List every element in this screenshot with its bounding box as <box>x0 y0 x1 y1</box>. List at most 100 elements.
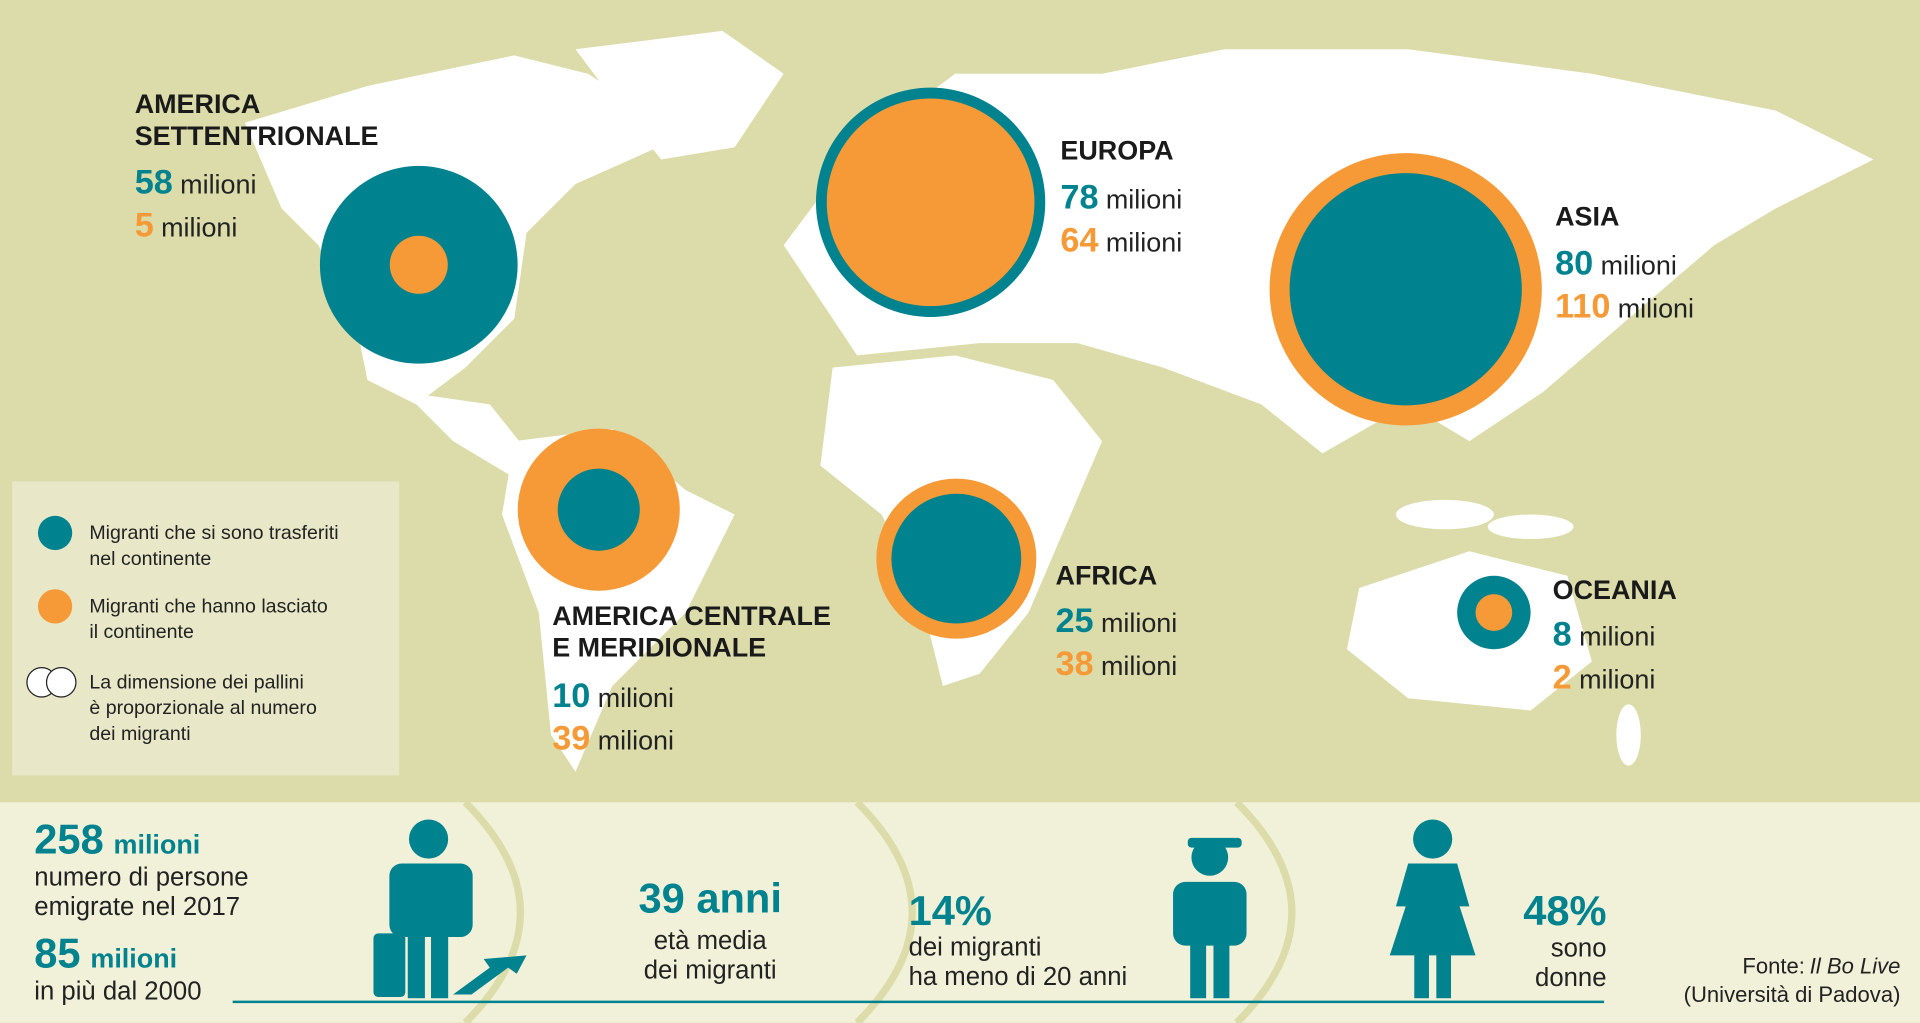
stat-number: 14% <box>909 887 992 934</box>
bubble-in <box>557 468 640 551</box>
region-value: 110 milioni <box>1555 287 1694 325</box>
legend-line: Migranti che hanno lasciato <box>89 596 327 618</box>
region-value: 58 milioni <box>135 164 257 202</box>
region-value: 64 milioni <box>1060 221 1182 259</box>
value-unit: milioni <box>161 213 237 243</box>
value-number: 25 <box>1056 602 1094 640</box>
stats-band: 258 milioni numero di persone emigrate nel… <box>0 799 1920 1023</box>
region-value: 38 milioni <box>1056 645 1178 683</box>
stat-line: età media <box>654 927 768 955</box>
bubble-out <box>826 98 1035 307</box>
value-unit: milioni <box>598 726 674 756</box>
value-number: 2 <box>1553 658 1572 696</box>
stat-text: sono donne <box>1535 935 1606 992</box>
legend-line: il continente <box>89 621 194 643</box>
bubble-out <box>1475 594 1513 631</box>
value-unit: milioni <box>1101 651 1177 681</box>
value-unit: milioni <box>1618 293 1694 323</box>
stat-unit: milioni <box>90 944 177 974</box>
value-unit: milioni <box>598 683 674 713</box>
value-unit: milioni <box>1106 184 1182 214</box>
value-number: 8 <box>1553 616 1572 654</box>
value-number: 38 <box>1056 645 1094 683</box>
legend-size-icon <box>45 667 77 698</box>
legend-label: La dimensione dei pallini è proporzionale… <box>89 671 317 744</box>
bubbles <box>319 87 1542 650</box>
region-value: 8 milioni <box>1553 616 1656 654</box>
legend-box <box>12 481 400 776</box>
value-unit: milioni <box>180 170 256 200</box>
source-name: Il Bo Live <box>1810 954 1901 979</box>
band-divider <box>462 799 1296 1023</box>
legend-label: Migranti che si sono trasferiti nel conti… <box>89 522 338 570</box>
region-name: EUROPA <box>1060 135 1173 165</box>
stat-line: sono <box>1551 935 1607 963</box>
bubble-out <box>389 235 448 294</box>
region-name: ASIA <box>1555 202 1619 232</box>
region-name: SETTENTRIONALE <box>135 121 379 151</box>
region-name: OCEANIA <box>1553 575 1677 605</box>
value-number: 10 <box>552 677 590 715</box>
woman-icon <box>1389 819 1476 999</box>
legend-line: nel continente <box>89 548 211 570</box>
source: Fonte: Il Bo Live <box>1742 954 1900 979</box>
stat-number: 48% <box>1523 887 1606 934</box>
legend-swatch-out <box>37 589 73 624</box>
value-unit: milioni <box>1106 227 1182 257</box>
region-value: 39 milioni <box>552 720 674 758</box>
region-value: 25 milioni <box>1056 602 1178 640</box>
value-number: 78 <box>1060 178 1098 216</box>
bubble-in <box>1289 173 1522 406</box>
legend-swatch-in <box>37 515 73 551</box>
value-number: 58 <box>135 164 173 202</box>
stat-line: dei migranti <box>909 933 1042 961</box>
region-value: 78 milioni <box>1060 178 1182 216</box>
value-unit: milioni <box>1579 664 1655 694</box>
region-value: 5 milioni <box>135 207 238 245</box>
value-unit: milioni <box>1601 251 1677 281</box>
value-unit: milioni <box>1579 622 1655 652</box>
stat-total: 258 milioni <box>34 816 200 863</box>
stat-line: in più dal 2000 <box>34 977 201 1005</box>
value-number: 5 <box>135 207 154 245</box>
stat-text: dei migranti ha meno di 20 anni <box>909 933 1128 990</box>
region-name: E MERIDIONALE <box>552 633 766 663</box>
stat-growth: 85 milioni <box>34 930 177 977</box>
value-number: 39 <box>552 720 590 758</box>
stat-number: 39 anni <box>638 875 781 922</box>
stat-unit: milioni <box>114 830 201 860</box>
region-name: AFRICA <box>1056 560 1158 590</box>
source-prefix: Fonte: <box>1742 954 1804 979</box>
source-org: (Università di Padova) <box>1684 982 1901 1007</box>
stat-line: numero di persone <box>34 864 248 892</box>
stat-line: emigrate nel 2017 <box>34 893 240 921</box>
region-value: 2 milioni <box>1553 658 1656 696</box>
bubble-in <box>891 493 1022 624</box>
value-number: 80 <box>1555 245 1593 283</box>
value-number: 110 <box>1555 287 1610 325</box>
youth-icon <box>1173 837 1247 999</box>
legend-line: è proporzionale al numero <box>89 697 317 719</box>
value-number: 64 <box>1060 221 1098 259</box>
region-name: AMERICA <box>135 89 261 119</box>
legend-label: Migranti che hanno lasciato il continente <box>89 596 327 644</box>
region-value: 80 milioni <box>1555 245 1677 283</box>
value-unit: milioni <box>1101 608 1177 638</box>
stat-line: donne <box>1535 964 1606 992</box>
legend: Migranti che si sono trasferiti nel conti… <box>12 481 400 776</box>
legend-line: La dimensione dei pallini <box>89 671 303 693</box>
region-value: 10 milioni <box>552 677 674 715</box>
stat-line: ha meno di 20 anni <box>909 963 1128 991</box>
stat-text: età media dei migranti <box>644 927 777 984</box>
traveller-icon <box>373 819 527 999</box>
stat-number: 258 <box>34 816 103 863</box>
stat-text: numero di persone emigrate nel 2017 <box>34 864 248 921</box>
legend-line: Migranti che si sono trasferiti <box>89 522 338 544</box>
stat-number: 85 <box>34 930 80 977</box>
band-bg <box>0 802 1920 1023</box>
stat-line: dei migranti <box>644 957 777 985</box>
region-name: AMERICA CENTRALE <box>552 601 831 631</box>
legend-line: dei migranti <box>89 723 190 745</box>
